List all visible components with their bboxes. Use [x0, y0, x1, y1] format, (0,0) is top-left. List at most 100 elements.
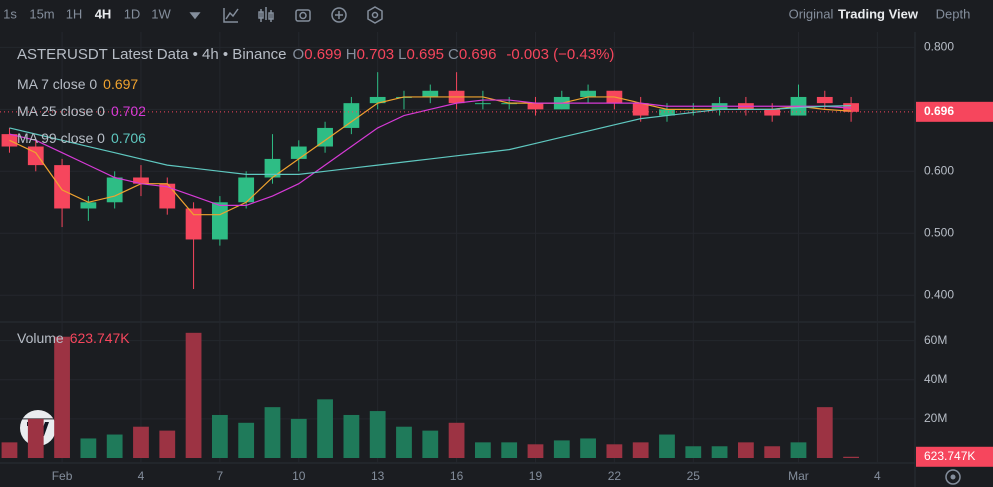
dropdown-icon[interactable] — [189, 12, 201, 20]
pair-title: ASTERUSDT Latest Data • 4h • Binance — [17, 46, 287, 63]
gear-hub — [950, 474, 956, 480]
screenshot-icon[interactable] — [295, 9, 311, 22]
add-plus — [335, 11, 343, 19]
candle-type-icon[interactable] — [258, 7, 274, 22]
volume-bar — [80, 438, 97, 458]
x-tick-label: 25 — [687, 469, 701, 483]
candle-body — [816, 96, 833, 104]
volume-bar — [422, 430, 439, 458]
y-tick-label: 0.600 — [924, 163, 954, 177]
volume-current: 623.747K — [69, 330, 130, 346]
y-tick-label: 0.400 — [924, 287, 954, 301]
volume-bar — [211, 414, 228, 458]
y-tick-label: 60M — [924, 333, 947, 347]
indicator-icon[interactable] — [223, 8, 239, 23]
volume-bar — [238, 422, 255, 458]
ma-value: 0.702 — [110, 103, 146, 119]
volume-bar — [790, 442, 807, 458]
candle-body — [843, 103, 859, 112]
volume-bar — [369, 411, 386, 458]
y-tick-label: 20M — [924, 411, 947, 425]
ma-legend-row: MA 7 close 0 0.697 — [17, 76, 144, 92]
settings-gear[interactable] — [945, 469, 961, 485]
volume-bar — [737, 442, 754, 458]
candle-body — [474, 103, 491, 105]
x-tick-label: Feb — [52, 469, 73, 483]
ohlc-values: O0.699 H0.703 L0.695 C0.696 — [293, 46, 501, 63]
ma-name: MA 99 close 0 — [17, 130, 105, 146]
volume-bar — [606, 444, 623, 458]
view-tab[interactable]: Original — [789, 6, 834, 21]
candle-body — [369, 96, 386, 104]
candle-body — [106, 177, 123, 203]
ma-name: MA 7 close 0 — [17, 76, 98, 92]
current-volume-label: 623.747K — [924, 449, 975, 463]
ma-legend-row: MA 99 close 0 0.706 — [17, 130, 152, 146]
ohlc-key: L — [398, 46, 407, 63]
volume-bar — [474, 442, 491, 458]
candle-body — [264, 158, 281, 178]
volume-bar — [343, 414, 360, 458]
interval-button[interactable]: 1H — [66, 6, 83, 21]
settings-dot — [371, 11, 379, 19]
volume-bar — [527, 444, 544, 458]
candle-body — [632, 103, 649, 116]
candle-body — [159, 183, 176, 209]
volume-bar — [711, 446, 728, 458]
candle-body — [580, 90, 596, 97]
y-tick-label: 0.500 — [924, 225, 954, 239]
interval-button[interactable]: 4H — [95, 6, 112, 21]
volume-bar — [448, 422, 465, 458]
interval-button[interactable]: 15m — [29, 6, 54, 21]
ohlc-value: 0.695 — [406, 46, 445, 63]
toolbar-icons — [189, 6, 383, 24]
volume-bar — [185, 332, 202, 458]
volume-bar — [764, 446, 781, 458]
volume-bar — [159, 430, 176, 458]
volume-bar — [106, 434, 123, 458]
x-tick-label: 4 — [138, 469, 145, 483]
ma-line — [9, 99, 852, 206]
candle-body — [527, 103, 544, 110]
candle-body — [290, 146, 307, 159]
last-price-box — [916, 101, 993, 122]
settings-icon[interactable] — [367, 6, 383, 24]
ma-line — [9, 96, 852, 216]
ohlc-key: C — [448, 46, 459, 63]
add-icon[interactable] — [331, 7, 347, 23]
last-price-label: 0.696 — [924, 104, 954, 118]
ohlc-value: 0.699 — [304, 46, 342, 63]
volume-bar — [580, 438, 596, 458]
interval-button[interactable]: 1D — [124, 6, 141, 21]
volume-bar — [843, 456, 859, 458]
ma-value: 0.697 — [103, 76, 139, 92]
candle-body — [185, 208, 202, 240]
volume-bar — [632, 442, 649, 458]
volume-bar — [553, 440, 570, 458]
y-tick-label: 40M — [924, 372, 947, 386]
volume-bar — [54, 336, 70, 458]
view-tab[interactable]: Trading View — [838, 6, 919, 21]
ohlc-key: H — [345, 46, 357, 63]
candle-body — [211, 202, 228, 240]
candle-body — [133, 177, 149, 184]
candle-body — [764, 109, 781, 116]
y-tick-label: 0.800 — [924, 40, 954, 54]
interval-button[interactable]: 1W — [151, 6, 171, 21]
x-tick-label: 22 — [608, 469, 622, 483]
volume-bar — [659, 434, 675, 458]
price-legend: ASTERUSDT Latest Data • 4h • Binance O0.6… — [17, 46, 620, 63]
x-tick-label: 16 — [450, 469, 464, 483]
volume-title: Volume — [17, 330, 64, 346]
ma-value: 0.706 — [110, 130, 146, 146]
interval-button[interactable]: 1s — [3, 6, 17, 21]
volume-bar — [290, 418, 307, 458]
volume-bar — [685, 446, 702, 458]
x-tick-label: 7 — [217, 469, 224, 483]
ma-name: MA 25 close 0 — [17, 103, 105, 119]
candle-body — [343, 103, 360, 128]
view-tab[interactable]: Depth — [936, 6, 971, 21]
candle-body — [422, 90, 439, 97]
